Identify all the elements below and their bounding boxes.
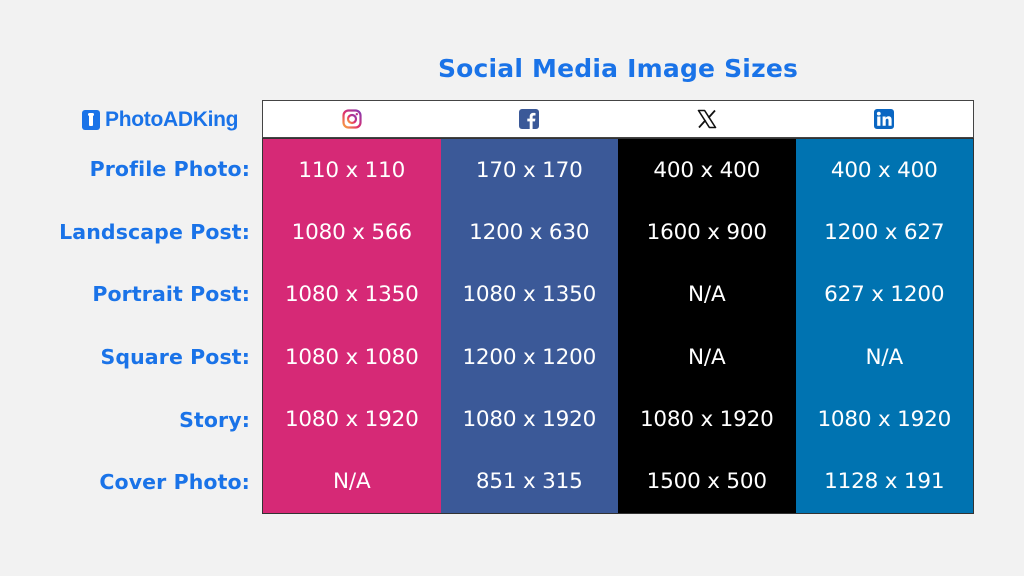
cell-facebook-square-post: 1200 x 1200 [462,344,597,370]
row-labels: Profile Photo: Landscape Post: Portrait … [0,138,250,514]
row-label-cover-photo: Cover Photo: [99,470,250,495]
logo-mark-icon [82,110,100,130]
header-cell-instagram [263,101,441,137]
cell-linkedin-landscape-post: 1200 x 627 [824,219,945,245]
facebook-icon [519,109,540,129]
cell-linkedin-square-post: N/A [865,344,904,370]
cell-facebook-story: 1080 x 1920 [462,406,597,432]
cell-linkedin-cover-photo: 1128 x 191 [824,469,945,495]
photoadking-logo: PhotoADKing [82,106,238,134]
cell-x-profile-photo: 400 x 400 [653,157,761,183]
cell-x-square-post: N/A [688,344,726,370]
column-linkedin: 400 x 400 1200 x 627 627 x 1200 N/A 1080… [795,139,973,513]
size-table: 110 x 110 1080 x 566 1080 x 1350 1080 x … [262,138,974,514]
row-label-square-post: Square Post: [100,345,250,370]
row-label-profile-photo: Profile Photo: [89,157,250,182]
platform-header-row [262,100,974,138]
column-x: 400 x 400 1600 x 900 N/A N/A 1080 x 1920… [618,139,796,513]
row-label-portrait-post: Portrait Post: [92,282,250,307]
cell-linkedin-story: 1080 x 1920 [817,406,952,432]
header-cell-facebook [441,101,619,137]
cell-instagram-landscape-post: 1080 x 566 [291,219,412,245]
page-title: Social Media Image Sizes [437,54,799,83]
header-cell-x [618,101,796,137]
cell-linkedin-portrait-post: 627 x 1200 [824,282,945,308]
cell-instagram-portrait-post: 1080 x 1350 [284,282,419,308]
cell-facebook-profile-photo: 170 x 170 [475,157,583,183]
logo-text: PhotoADKing [105,108,239,131]
cell-x-portrait-post: N/A [688,282,726,308]
row-label-landscape-post: Landscape Post: [59,219,250,244]
cell-facebook-portrait-post: 1080 x 1350 [462,282,597,308]
row-label-story: Story: [179,407,250,432]
cell-x-landscape-post: 1600 x 900 [646,219,767,245]
cell-x-story: 1080 x 1920 [639,406,774,432]
cell-linkedin-profile-photo: 400 x 400 [830,157,938,183]
column-instagram: 110 x 110 1080 x 566 1080 x 1350 1080 x … [263,139,441,513]
header-cell-linkedin [796,101,974,137]
cell-x-cover-photo: 1500 x 500 [646,469,767,495]
cell-instagram-story: 1080 x 1920 [284,406,419,432]
linkedin-icon [874,109,895,129]
cell-instagram-profile-photo: 110 x 110 [298,157,406,183]
x-icon [697,109,717,129]
column-facebook: 170 x 170 1200 x 630 1080 x 1350 1200 x … [440,139,618,513]
cell-facebook-cover-photo: 851 x 315 [475,469,583,495]
cell-instagram-cover-photo: N/A [333,469,371,495]
instagram-icon [342,109,362,129]
cell-facebook-landscape-post: 1200 x 630 [469,219,590,245]
cell-instagram-square-post: 1080 x 1080 [284,344,419,370]
